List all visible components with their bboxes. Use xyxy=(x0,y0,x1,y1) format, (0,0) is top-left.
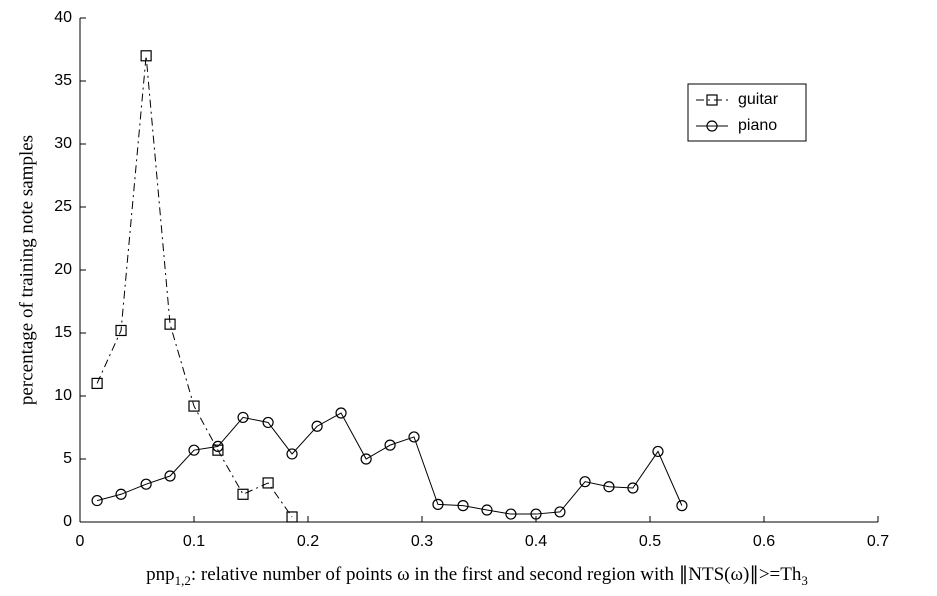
point xyxy=(627,482,639,494)
point xyxy=(115,324,127,337)
point xyxy=(432,498,444,510)
x-tick-label: 0 xyxy=(76,533,85,550)
point xyxy=(164,318,176,330)
point xyxy=(652,445,664,458)
point xyxy=(212,440,224,452)
point xyxy=(286,511,298,523)
point xyxy=(603,481,615,493)
point xyxy=(115,488,127,500)
y-tick-label: 40 xyxy=(54,9,72,26)
point xyxy=(505,508,517,520)
point xyxy=(554,506,566,518)
y-tick-label: 15 xyxy=(54,324,72,341)
point xyxy=(676,500,688,512)
point xyxy=(237,488,249,500)
point xyxy=(140,478,152,490)
x-tick-label: 0.2 xyxy=(297,533,319,550)
legend-marker xyxy=(706,120,718,132)
point xyxy=(140,50,152,62)
point xyxy=(530,508,542,520)
x-label-rest: : relative number of points ω in the fir… xyxy=(191,564,802,585)
point xyxy=(188,444,200,456)
x-tick-label: 0.5 xyxy=(639,533,661,550)
x-tick-label: 0.6 xyxy=(753,533,775,550)
x-tick-label: 0.3 xyxy=(411,533,433,550)
point xyxy=(262,416,274,429)
point xyxy=(335,407,347,419)
point xyxy=(91,377,103,389)
point xyxy=(384,439,396,451)
point xyxy=(408,431,420,443)
point xyxy=(91,494,103,507)
x-label-main: pnp xyxy=(146,564,175,585)
x-label-sub: 3 xyxy=(801,573,808,588)
y-tick-label: 30 xyxy=(54,135,72,152)
series-line xyxy=(96,55,293,518)
legend-marker xyxy=(706,94,718,106)
point xyxy=(237,411,249,424)
point xyxy=(360,453,372,465)
x-tick-label: 0.1 xyxy=(183,533,205,550)
y-axis-label: percentage of training note samples xyxy=(16,135,37,405)
y-tick-label: 25 xyxy=(54,198,72,215)
legend-label: piano xyxy=(738,117,777,134)
x-tick-label: 0.4 xyxy=(525,533,547,550)
x-tick-label: 0.7 xyxy=(867,533,889,550)
series-line xyxy=(96,412,683,515)
point xyxy=(457,500,469,512)
x-label-sub: 1,2 xyxy=(175,573,191,588)
point xyxy=(164,470,176,482)
y-tick-label: 5 xyxy=(63,450,72,467)
y-tick-label: 20 xyxy=(54,261,72,278)
legend-label: guitar xyxy=(738,91,779,108)
point xyxy=(311,420,323,432)
y-tick-label: 0 xyxy=(63,513,72,530)
y-tick-label: 35 xyxy=(54,72,72,89)
point xyxy=(579,476,591,488)
point xyxy=(481,504,493,516)
point xyxy=(286,448,298,460)
y-tick-label: 10 xyxy=(54,387,72,404)
x-axis-label: pnp1,2: relative number of points ω in t… xyxy=(146,564,808,588)
point xyxy=(188,400,200,412)
point xyxy=(262,477,274,489)
point xyxy=(212,444,224,456)
legend-box xyxy=(687,83,807,142)
